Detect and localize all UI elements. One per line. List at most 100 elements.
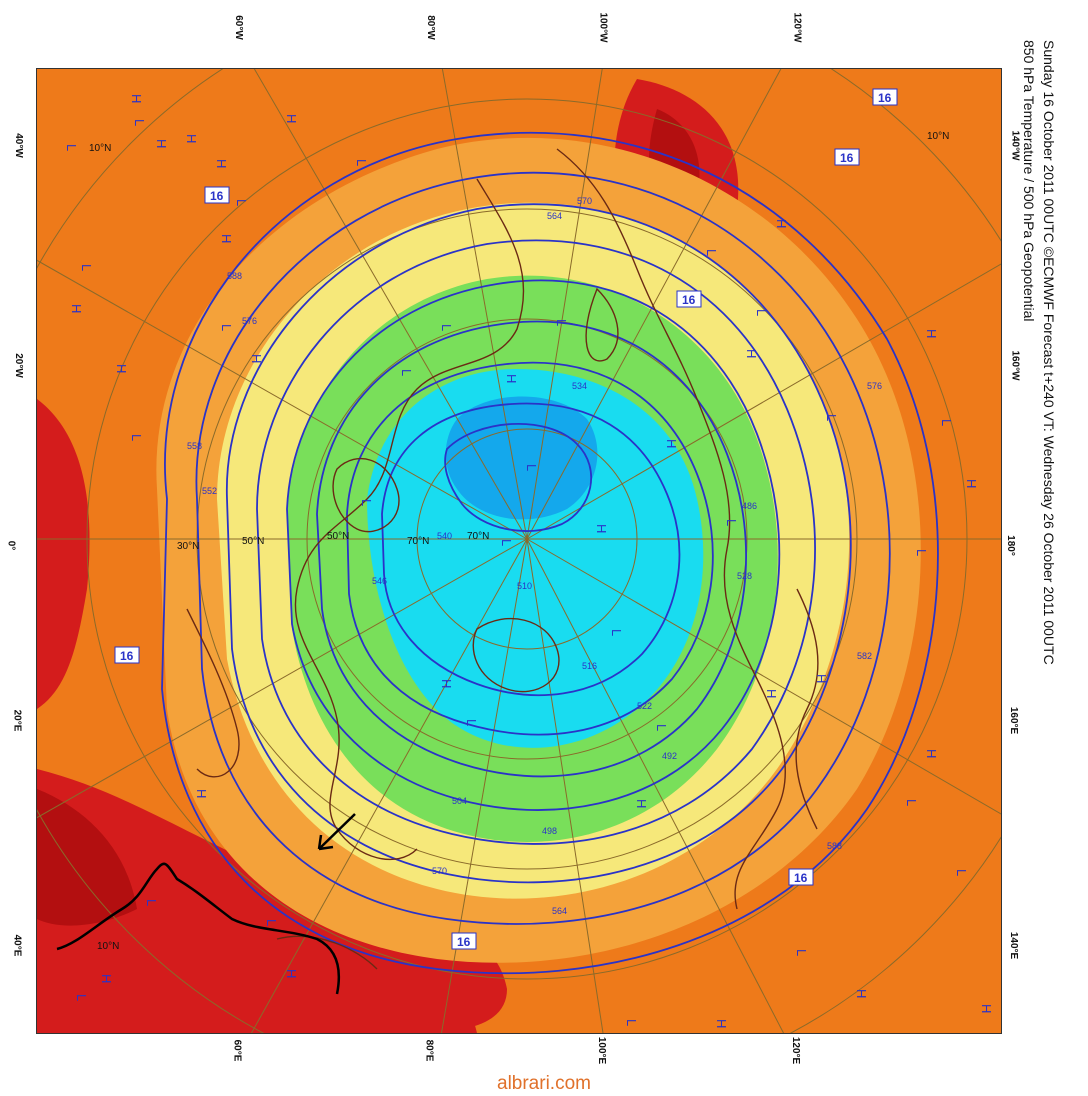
high-pressure-mark: H — [284, 114, 299, 123]
high-pressure-mark: H — [814, 674, 829, 683]
temperature-field-core — [445, 396, 598, 520]
low-pressure-mark: L — [609, 629, 624, 636]
low-pressure-mark: L — [524, 464, 539, 471]
high-pressure-mark: H — [249, 354, 264, 363]
graticule-meridians — [37, 69, 1001, 1033]
lon-label-right: 160°W — [1009, 350, 1021, 381]
map-subtitle: 850 hPa Temperature / 500 hPa Geopotenti… — [1021, 40, 1037, 322]
low-pressure-mark: L — [132, 119, 147, 126]
watermark-text: albrari.com — [497, 1073, 591, 1094]
latitude-label: 70°N — [407, 536, 429, 547]
low-pressure-mark: L — [219, 324, 234, 331]
low-pressure-mark: L — [794, 949, 809, 956]
high-pressure-mark: H — [439, 679, 454, 688]
svg-text:16: 16 — [120, 649, 134, 663]
high-pressure-mark: H — [744, 349, 759, 358]
high-pressure-mark: H — [774, 219, 789, 228]
low-pressure-mark: L — [904, 799, 919, 806]
lon-label-left: 20°W — [12, 353, 24, 378]
lon-label-bottom: 120°E — [790, 1036, 802, 1065]
low-pressure-mark: L — [354, 159, 369, 166]
low-pressure-mark: L — [359, 499, 374, 506]
contour-label: 498 — [542, 826, 557, 836]
highlighted-region-outline — [56, 862, 341, 995]
lon-label-bottom: 60°E — [231, 1039, 243, 1062]
temp-box-label: 16 — [834, 148, 860, 166]
low-pressure-mark: L — [754, 309, 769, 316]
high-pressure-mark: H — [854, 989, 869, 998]
high-pressure-mark: H — [129, 94, 144, 103]
low-pressure-mark: L — [129, 434, 144, 441]
high-pressure-mark: H — [194, 789, 209, 798]
high-pressure-mark: H — [764, 689, 779, 698]
contour-6 — [316, 320, 747, 778]
high-pressure-mark: H — [594, 524, 609, 533]
lon-label-top: 80°W — [424, 15, 436, 40]
temp-box-label: 16 — [788, 868, 814, 886]
lon-label-left: 20°E — [11, 709, 23, 732]
high-pressure-mark: H — [284, 969, 299, 978]
high-pressure-mark: H — [184, 134, 199, 143]
high-pressure-mark: H — [634, 799, 649, 808]
contour-label: 582 — [857, 651, 872, 661]
low-pressure-mark: L — [654, 724, 669, 731]
contour-label: 570 — [432, 866, 447, 876]
low-pressure-mark: L — [79, 264, 94, 271]
contour-2 — [195, 171, 891, 925]
pointer-arrow — [317, 813, 356, 851]
latitude-label: 10°N — [89, 143, 111, 154]
low-pressure-mark: L — [954, 869, 969, 876]
contour-9 — [444, 422, 593, 532]
contour-label: 540 — [437, 531, 452, 541]
temp-box-label: 16 — [676, 290, 702, 308]
lon-label-top: 100°W — [597, 12, 609, 43]
contour-label: 522 — [637, 701, 652, 711]
contour-label: 576 — [867, 381, 882, 391]
high-pressure-mark: H — [69, 304, 84, 313]
low-pressure-mark: L — [74, 994, 89, 1001]
contour-label: 534 — [572, 381, 587, 391]
contour-7 — [346, 361, 714, 736]
coastlines — [186, 148, 819, 970]
temp-box-labels-group: 16 16 16 16 16 16 16 — [114, 88, 898, 950]
low-pressure-mark: L — [464, 719, 479, 726]
temperature-field-veryhot-bottomleft — [37, 789, 137, 926]
low-pressure-mark: L — [554, 319, 569, 326]
high-pressure-mark: H — [154, 139, 169, 148]
contour-label: 564 — [552, 906, 567, 916]
contour-label: 552 — [202, 486, 217, 496]
contour-label: 546 — [372, 576, 387, 586]
lon-label-left: 40°W — [12, 133, 24, 158]
high-pressure-mark: H — [964, 479, 979, 488]
weather-map: 588 576 570 564 558 552 546 540 534 528 … — [36, 68, 1002, 1034]
low-pressure-mark: L — [144, 899, 159, 906]
low-pressure-mark: L — [499, 539, 514, 546]
high-pressure-mark: H — [504, 374, 519, 383]
latitude-label: 50°N — [327, 531, 349, 542]
low-pressure-mark: L — [264, 919, 279, 926]
contour-label: 516 — [582, 661, 597, 671]
temp-box-label: 16 — [114, 646, 140, 664]
svg-text:16: 16 — [878, 91, 892, 105]
low-pressure-mark: L — [64, 144, 79, 151]
latitude-label: 10°N — [927, 131, 949, 142]
high-pressure-mark: H — [214, 159, 229, 168]
high-pressure-mark: H — [99, 974, 114, 983]
contour-label: 576 — [242, 316, 257, 326]
map-title: Sunday 16 October 2011 00UTC ©ECMWF Fore… — [1041, 40, 1057, 665]
contour-label: 570 — [577, 196, 592, 206]
lon-label-bottom: 80°E — [423, 1039, 435, 1062]
contour-label: 588 — [227, 271, 242, 281]
contour-label: 504 — [452, 796, 467, 806]
low-pressure-mark: L — [624, 1019, 639, 1026]
lon-label-top: 60°W — [232, 15, 244, 40]
high-pressure-mark: H — [979, 1004, 994, 1013]
contour-4 — [256, 239, 816, 845]
low-pressure-mark: L — [704, 249, 719, 256]
lon-label-top: 120°W — [791, 12, 803, 43]
temp-box-label: 16 — [872, 88, 898, 106]
contour-outer — [161, 131, 939, 975]
lon-label-left: 0° — [5, 540, 17, 551]
temp-box-label: 16 — [204, 186, 230, 204]
svg-text:16: 16 — [210, 189, 224, 203]
